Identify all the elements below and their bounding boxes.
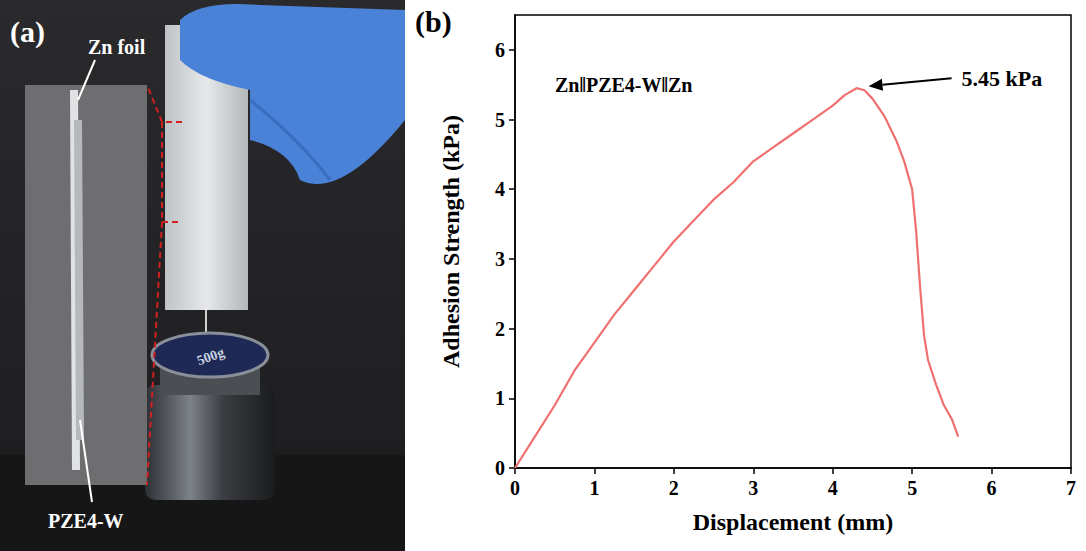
svg-text:(a): (a): [10, 15, 45, 49]
svg-text:5.45 kPa: 5.45 kPa: [962, 66, 1043, 91]
svg-text:4: 4: [828, 477, 838, 499]
svg-text:1: 1: [589, 477, 599, 499]
svg-text:2: 2: [669, 477, 679, 499]
svg-text:5: 5: [495, 109, 505, 131]
svg-text:500g: 500g: [195, 345, 226, 369]
svg-text:Displacement (mm): Displacement (mm): [693, 509, 894, 535]
svg-text:Adhesion Strength (kPa): Adhesion Strength (kPa): [438, 115, 464, 368]
svg-text:5: 5: [907, 477, 917, 499]
svg-text:1: 1: [495, 387, 505, 409]
svg-text:(b): (b): [415, 5, 452, 39]
svg-text:4: 4: [495, 178, 505, 200]
svg-text:Zn‖PZE4-W‖Zn: Zn‖PZE4-W‖Zn: [555, 74, 692, 96]
svg-text:PZE4-W: PZE4-W: [48, 510, 124, 532]
svg-text:6: 6: [987, 477, 997, 499]
svg-text:6: 6: [495, 39, 505, 61]
svg-text:7: 7: [1066, 477, 1076, 499]
svg-text:0: 0: [510, 477, 520, 499]
svg-text:0: 0: [495, 457, 505, 479]
svg-text:3: 3: [748, 477, 758, 499]
svg-text:Zn foil: Zn foil: [88, 36, 146, 58]
svg-text:2: 2: [495, 318, 505, 340]
svg-text:3: 3: [495, 248, 505, 270]
